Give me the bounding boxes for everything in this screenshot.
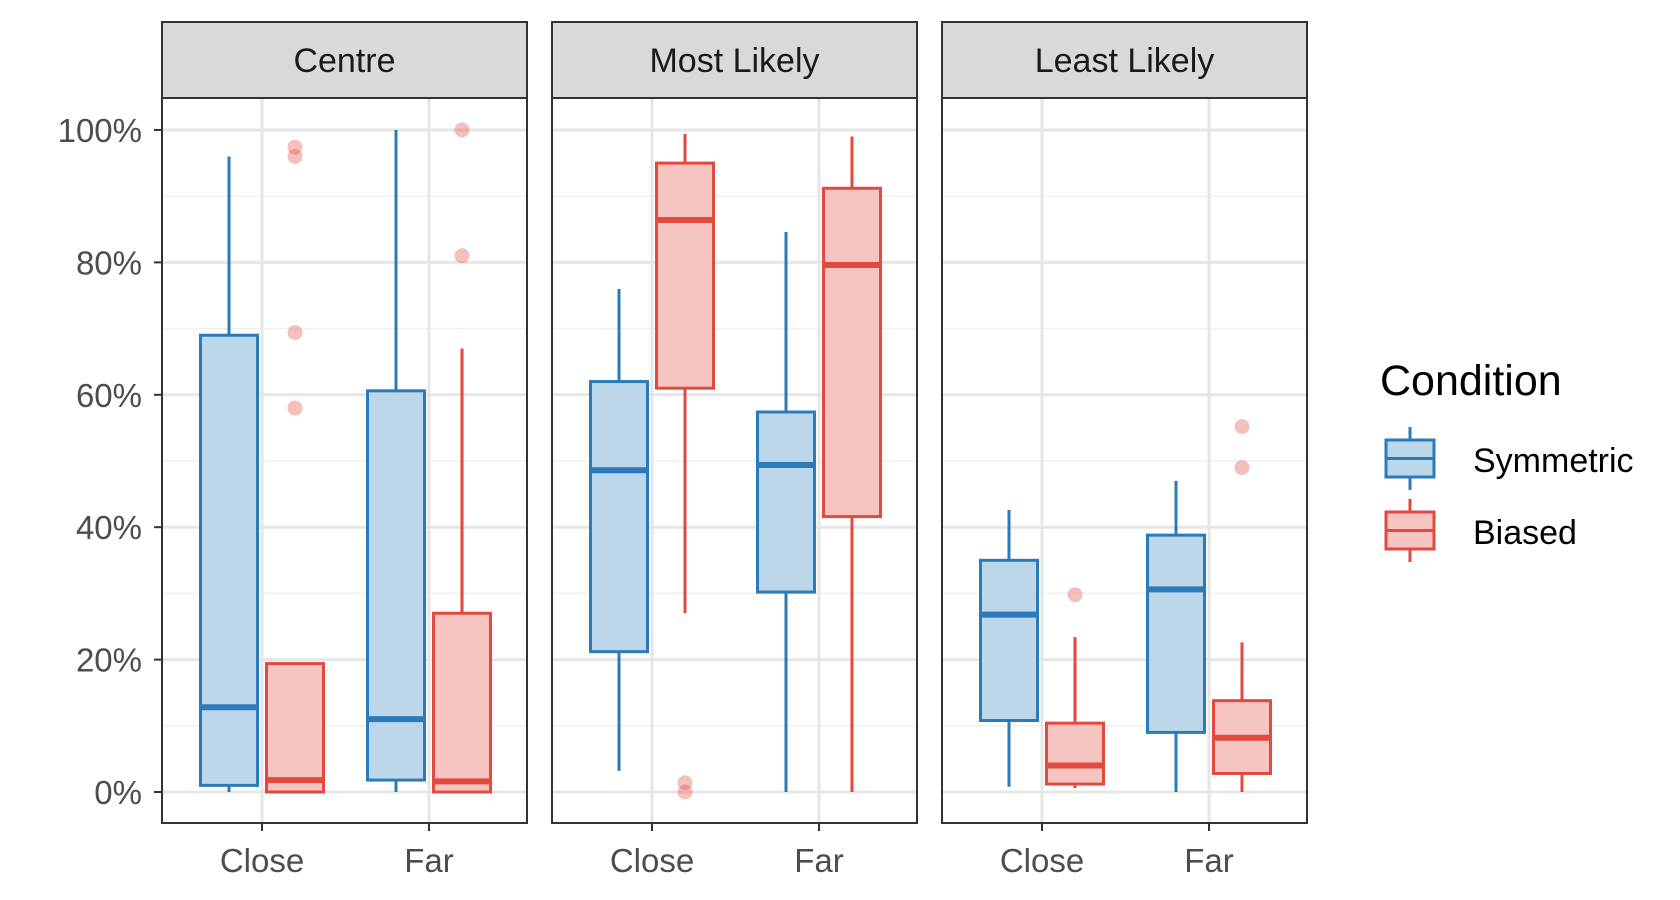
facet-strip-label: Most Likely [649, 42, 819, 80]
facet-strip [941, 21, 1308, 99]
box-symmetric-far [1146, 480, 1206, 792]
outlier-point [454, 248, 470, 264]
box-symmetric-far [756, 231, 816, 792]
legend-title: Condition [1380, 357, 1562, 405]
box-body [199, 333, 259, 787]
x-tick-label: Far [1184, 842, 1234, 879]
box-body [655, 161, 715, 390]
box-biased-far [822, 136, 882, 792]
y-tick-label: 100% [58, 112, 142, 149]
box-biased-far [1212, 419, 1272, 792]
box-symmetric-close [589, 288, 649, 771]
box-biased-far [432, 122, 492, 794]
y-tick-label: 40% [76, 509, 142, 546]
box-body [822, 186, 882, 519]
box-biased-close [265, 139, 325, 794]
facet-panel-most-likely: Most Likely Close Far [551, 21, 918, 879]
x-tick-label: Close [1000, 842, 1084, 879]
y-tick-label: 0% [94, 774, 142, 811]
box-body [265, 662, 325, 794]
outlier-point [1067, 587, 1083, 603]
box-symmetric-close [199, 156, 259, 792]
outlier-point [287, 148, 303, 164]
facet-strip-label: Least Likely [1035, 42, 1215, 80]
box-body [756, 410, 816, 594]
box-body [432, 611, 492, 794]
box-body [1146, 533, 1206, 734]
x-tick-label: Close [610, 842, 694, 879]
panel-border [941, 97, 1308, 824]
legend: Condition Symmetric Biased [1380, 357, 1634, 562]
box-body [979, 558, 1039, 723]
legend-label-biased: Biased [1473, 514, 1577, 552]
outlier-point [287, 400, 303, 416]
box-body [1045, 721, 1105, 786]
outlier-point [677, 775, 693, 791]
legend-label-symmetric: Symmetric [1473, 442, 1634, 480]
outlier-point [1234, 460, 1250, 476]
box-symmetric-far [366, 130, 426, 792]
box-symmetric-close [979, 509, 1039, 787]
outlier-point [677, 784, 693, 800]
box-biased-close [1045, 587, 1105, 789]
outlier-point [1234, 419, 1250, 435]
box-body [589, 380, 649, 654]
panel-border [551, 97, 918, 824]
box-biased-close [655, 133, 715, 800]
facet-panel-least-likely: Least Likely Close Far [941, 21, 1308, 879]
x-tick-label: Far [794, 842, 844, 879]
outlier-point [287, 325, 303, 341]
facet-strip-label: Centre [293, 42, 395, 80]
legend-key-biased [1384, 499, 1436, 562]
outlier-point [454, 122, 470, 138]
y-tick-label: 80% [76, 244, 142, 281]
facet-panel-centre: Centre Close Far [161, 21, 528, 879]
legend-key-symmetric [1384, 427, 1436, 490]
y-tick-label: 20% [76, 642, 142, 679]
x-tick-label: Far [404, 842, 454, 879]
box-body [366, 389, 426, 782]
panel-border [161, 97, 528, 824]
x-tick-label: Close [220, 842, 304, 879]
y-tick-label: 60% [76, 377, 142, 414]
outlier-point [287, 139, 303, 155]
